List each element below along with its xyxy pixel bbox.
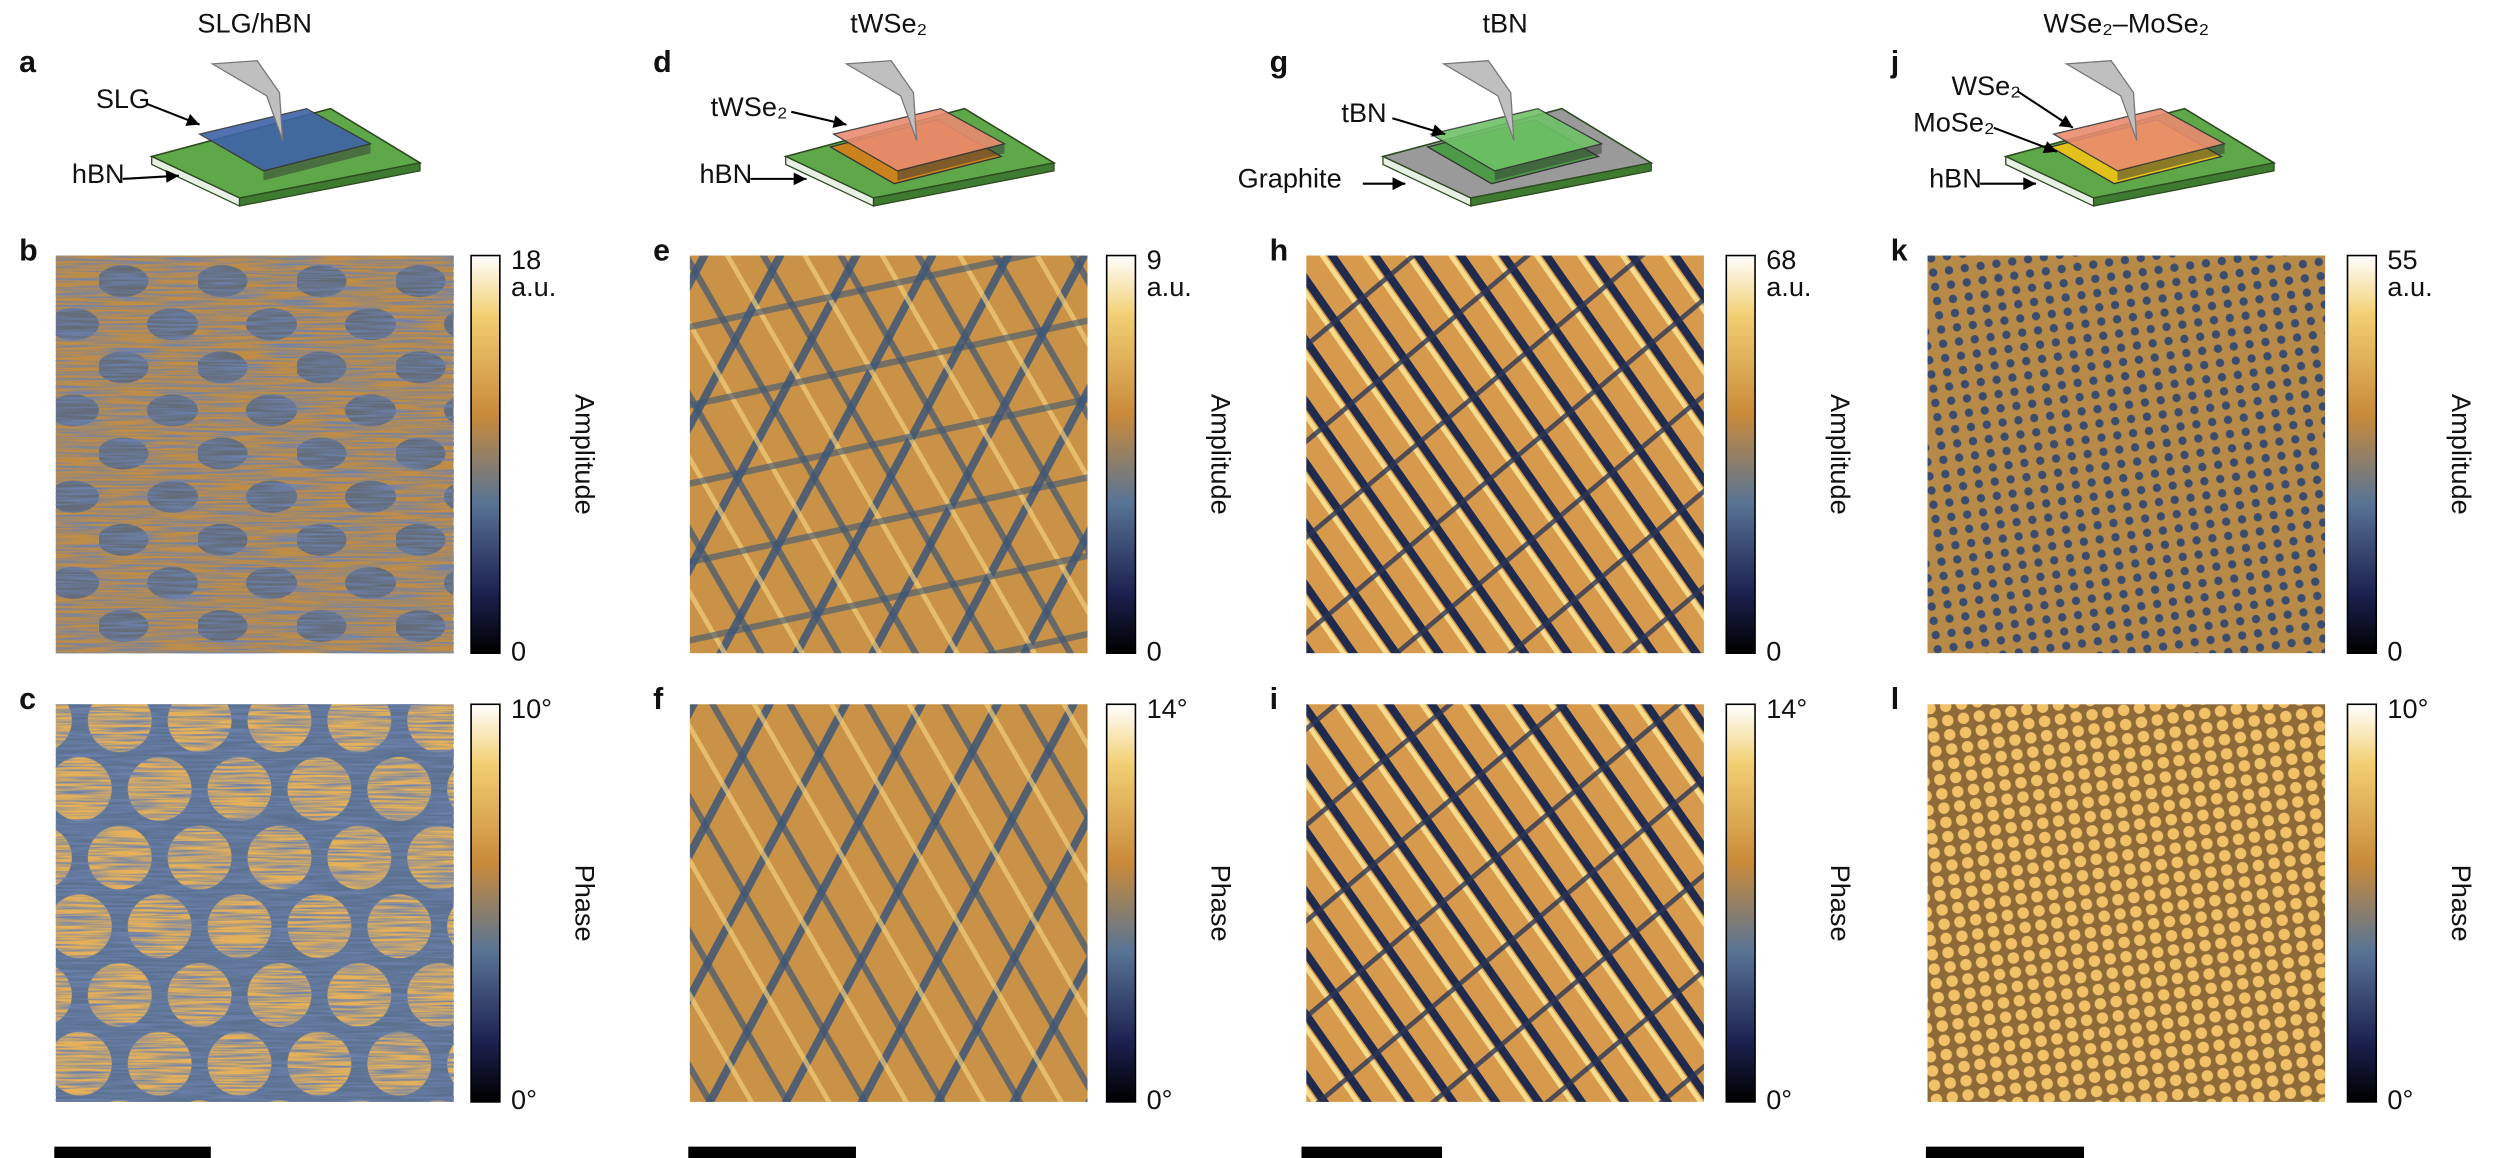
colorbar-label: Phase (570, 865, 601, 942)
schematic (2006, 61, 2274, 206)
colorbar-unit: a.u. (1766, 271, 1811, 302)
panel-letter: c (19, 683, 36, 716)
noise (56, 704, 454, 1102)
colorbar-label: Amplitude (1205, 394, 1236, 515)
layer-label: hBN (699, 158, 752, 189)
layer-label: tWSe₂ (711, 91, 788, 122)
panel-letter: j (1890, 46, 1899, 79)
page: SLG/hBNaSLGhBNb18a.u.0Amplitudec10°0°Pha… (0, 0, 2504, 1158)
colorbar (471, 704, 500, 1102)
arrow-head (2023, 177, 2036, 190)
colorbar (2348, 704, 2377, 1102)
column-title: WSe₂–MoSe₂ (2043, 8, 2209, 39)
layer-label: hBN (72, 158, 125, 189)
column-title: tWSe₂ (850, 8, 927, 39)
colorbar-max: 14° (1766, 693, 1807, 724)
colorbar (1726, 256, 1755, 654)
layer-label: Graphite (1238, 163, 1342, 194)
texture (1306, 704, 1704, 1102)
colorbar-min: 0 (511, 635, 526, 666)
colorbar-label: Amplitude (2446, 394, 2477, 515)
schematic (152, 61, 420, 206)
schematic (786, 61, 1054, 206)
noise (56, 256, 454, 654)
column-title: tBN (1483, 8, 1528, 39)
panel-letter: g (1270, 46, 1289, 79)
colorbar-label: Phase (1825, 865, 1856, 942)
scale-bar (688, 1147, 856, 1158)
colorbar-max: 10° (2387, 693, 2428, 724)
panel-letter: f (653, 683, 664, 716)
colorbar-unit: a.u. (1147, 271, 1192, 302)
panel-letter: d (653, 46, 672, 79)
texture (1306, 256, 1704, 654)
panel-letter: h (1270, 234, 1289, 267)
layer-label: SLG (96, 83, 150, 114)
column-title: SLG/hBN (197, 8, 312, 39)
texture (690, 704, 1088, 1102)
panel-letter: k (1891, 234, 1908, 267)
panel-letter: e (653, 234, 670, 267)
arrow-head (832, 115, 847, 130)
scale-bar (1302, 1147, 1443, 1158)
panel-letter: b (19, 234, 38, 267)
colorbar-min: 0° (2387, 1084, 2413, 1115)
colorbar-label: Phase (2446, 865, 2477, 942)
layer-label: hBN (1929, 163, 1982, 194)
panel-letter: i (1270, 683, 1278, 716)
afm-image (1928, 704, 2326, 1102)
colorbar-min: 0° (511, 1084, 537, 1115)
colorbar-max: 14° (1147, 693, 1188, 724)
arrow-head (1393, 177, 1406, 190)
afm-image (1928, 256, 2326, 654)
colorbar-min: 0 (2387, 635, 2402, 666)
scale-bar (1926, 1147, 2084, 1158)
figure: SLG/hBNaSLGhBNb18a.u.0Amplitudec10°0°Pha… (0, 0, 2504, 1158)
layer-label: WSe₂ (1951, 70, 2020, 101)
scale-bar (54, 1147, 211, 1158)
panel-letter: l (1891, 683, 1899, 716)
colorbar (1107, 256, 1136, 654)
panel-letter: a (19, 46, 37, 79)
texture (690, 256, 1088, 654)
colorbar (471, 256, 500, 654)
colorbar-min: 0° (1147, 1084, 1173, 1115)
colorbar (1107, 704, 1136, 1102)
schematic (1383, 61, 1651, 206)
colorbar-label: Amplitude (570, 394, 601, 515)
colorbar (1726, 704, 1755, 1102)
arrow-head (794, 172, 807, 185)
colorbar-unit: a.u. (2387, 271, 2432, 302)
layer-label: MoSe₂ (1913, 107, 1994, 138)
colorbar-unit: a.u. (511, 271, 556, 302)
colorbar-min: 0° (1766, 1084, 1792, 1115)
colorbar-min: 0 (1147, 635, 1162, 666)
colorbar-label: Phase (1205, 865, 1236, 942)
colorbar-label: Amplitude (1825, 394, 1856, 515)
layer-label: tBN (1341, 97, 1386, 128)
arrow-head (185, 114, 202, 131)
colorbar-max: 10° (511, 693, 552, 724)
colorbar (2348, 256, 2377, 654)
colorbar-min: 0 (1766, 635, 1781, 666)
